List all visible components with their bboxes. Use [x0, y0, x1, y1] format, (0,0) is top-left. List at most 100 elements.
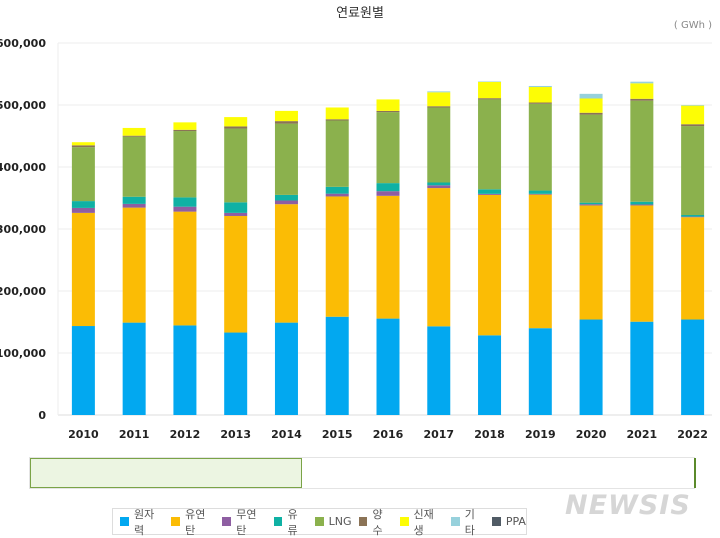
x-tick-label: 2020	[576, 428, 607, 441]
bar-segment-양수-2012	[173, 129, 197, 132]
bar-segment-양수-2019	[528, 102, 552, 104]
bar-segment-원자력-2022	[681, 319, 705, 415]
x-tick-label: 2022	[677, 428, 708, 441]
legend-label: 신재생	[413, 507, 434, 537]
bar-segment-원자력-2013	[224, 332, 248, 415]
legend-item-PPA[interactable]: PPA	[491, 515, 526, 528]
legend-item-원자력[interactable]: 원자력	[120, 506, 164, 538]
bar-segment-유연탄-2020	[579, 205, 603, 320]
legend-item-유연탄[interactable]: 유연탄	[171, 506, 215, 538]
bar-segment-유류-2014	[274, 194, 298, 201]
x-tick-label: 2021	[627, 428, 658, 441]
bar-segment-무연탄-2015	[325, 193, 349, 197]
bar-segment-기타-2018	[478, 81, 502, 82]
bar-segment-양수-2014	[274, 121, 298, 124]
legend-swatch	[399, 517, 409, 526]
bar-segment-유류-2015	[325, 186, 349, 194]
legend: 원자력 유연탄 무연탄 유류 LNG 양수 신재생 기타 PPA	[112, 506, 527, 538]
x-tick-label: 2010	[68, 428, 99, 441]
bar-segment-LNG-2011	[122, 136, 146, 197]
bar-segment-무연탄-2018	[478, 193, 502, 195]
bar-segment-기타-2017	[427, 91, 451, 93]
bar-segment-원자력-2012	[173, 325, 197, 415]
bar-segment-유연탄-2017	[427, 188, 451, 327]
bar-segment-LNG-2014	[274, 123, 298, 195]
bar-segment-유연탄-2012	[173, 211, 197, 326]
unit-label: ( GWh )	[673, 20, 712, 31]
bar-segment-신재생-2022	[681, 105, 705, 125]
legend-swatch	[314, 517, 324, 526]
bar-segment-신재생-2014	[274, 110, 298, 122]
bar-segment-양수-2021	[630, 98, 654, 101]
x-tick-label: 2012	[170, 428, 201, 441]
bar-segment-원자력-2016	[376, 318, 400, 415]
legend-label: 원자력	[133, 507, 155, 537]
bar-segment-신재생-2015	[325, 107, 349, 120]
bar-segment-원자력-2021	[630, 321, 654, 415]
bar-segment-양수-2010	[71, 145, 95, 148]
legend-label: 무연탄	[236, 507, 257, 537]
x-tick-label: 2018	[474, 428, 505, 441]
bar-segment-유연탄-2015	[325, 196, 349, 317]
bar-segment-유연탄-2011	[122, 207, 146, 323]
bar-segment-원자력-2010	[71, 326, 95, 415]
bar-segment-유류-2018	[478, 189, 502, 194]
x-tick-label: 2014	[271, 428, 302, 441]
bar-segment-유연탄-2010	[71, 212, 95, 327]
bar-segment-무연탄-2021	[630, 204, 654, 206]
bar-segment-무연탄-2012	[173, 206, 197, 212]
bar-segment-무연탄-2013	[224, 212, 248, 216]
bar-segment-유류-2016	[376, 183, 400, 192]
legend-item-양수[interactable]: 양수	[358, 506, 393, 538]
bar-segment-양수-2018	[478, 98, 502, 100]
stacked-bar-chart: 0 100,000 200,000 300,000 400,000 500,000 600,…	[0, 37, 712, 441]
bar-segment-유연탄-2014	[274, 204, 298, 323]
legend-swatch	[450, 517, 460, 526]
bar-segment-LNG-2019	[528, 103, 552, 191]
navigator-selection-handle[interactable]	[30, 458, 302, 488]
bar-segment-LNG-2016	[376, 112, 400, 184]
y-tick-label: 600,000	[0, 37, 46, 50]
x-tick-label: 2015	[322, 428, 353, 441]
legend-item-신재생[interactable]: 신재생	[399, 506, 444, 538]
legend-item-LNG[interactable]: LNG	[314, 515, 352, 528]
y-tick-label: 200,000	[0, 285, 46, 298]
bar-segment-무연탄-2016	[376, 191, 400, 196]
bar-segment-원자력-2014	[274, 322, 298, 415]
bar-segment-양수-2015	[325, 119, 349, 121]
legend-label: 기타	[464, 507, 475, 537]
bar-segment-LNG-2020	[579, 114, 603, 203]
bar-segment-원자력-2020	[579, 319, 603, 415]
legend-swatch	[273, 517, 283, 526]
x-tick-label: 2011	[119, 428, 150, 441]
bar-segment-신재생-2012	[173, 122, 197, 130]
x-tick-label: 2013	[220, 428, 251, 441]
bar-segment-신재생-2020	[579, 98, 603, 113]
bar-segment-양수-2017	[427, 106, 451, 108]
bar-segment-유류-2017	[427, 182, 451, 186]
legend-item-무연탄[interactable]: 무연탄	[222, 506, 266, 538]
bar-segment-신재생-2013	[224, 117, 248, 127]
legend-item-기타[interactable]: 기타	[450, 506, 485, 538]
legend-item-유류[interactable]: 유류	[273, 506, 308, 538]
y-tick-label: 400,000	[0, 161, 46, 174]
legend-swatch	[222, 517, 232, 526]
bar-segment-무연탄-2019	[528, 193, 552, 195]
navigator-end-handle[interactable]	[694, 458, 696, 488]
legend-label: PPA	[505, 515, 526, 528]
bar-segment-원자력-2015	[325, 316, 349, 415]
bar-segment-원자력-2011	[122, 322, 146, 415]
bar-segment-양수-2011	[122, 135, 146, 137]
range-navigator[interactable]	[29, 457, 696, 489]
y-tick-label: 0	[38, 409, 46, 422]
bar-segment-신재생-2021	[630, 83, 654, 99]
bar-segment-양수-2013	[224, 126, 248, 129]
bar-segment-유류-2012	[173, 197, 197, 207]
bar-segment-유연탄-2013	[224, 215, 248, 333]
bar-segment-기타-2020	[579, 93, 603, 99]
bar-segment-신재생-2019	[528, 87, 552, 103]
bar-segment-LNG-2022	[681, 126, 705, 215]
bar-segment-양수-2022	[681, 124, 705, 127]
bar-segment-LNG-2010	[71, 147, 95, 202]
bar-segment-LNG-2021	[630, 100, 654, 202]
